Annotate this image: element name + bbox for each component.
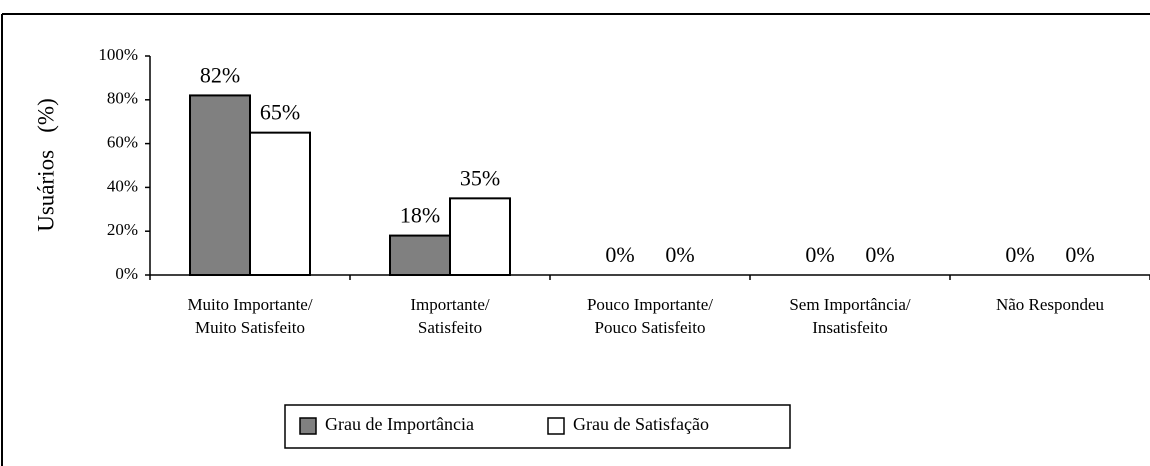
value-label: 65% <box>260 100 300 125</box>
legend-label: Grau de Importância <box>325 414 474 434</box>
bar <box>449 197 511 277</box>
legend-box <box>284 404 791 449</box>
y-tick-label: 60% <box>107 133 138 152</box>
value-label: 0% <box>805 242 834 267</box>
bar <box>249 131 311 276</box>
value-label: 18% <box>400 203 440 228</box>
y-tick-label: 40% <box>107 176 138 195</box>
x-tick-label: Não Respondeu <box>995 295 1105 314</box>
value-label: 0% <box>1065 242 1094 267</box>
x-tick-label: Importante/ Satisfeito <box>410 295 490 337</box>
legend-swatch <box>547 417 565 435</box>
value-label: 0% <box>665 242 694 267</box>
x-tick-label: Pouco Importante/ Pouco Satisfeito <box>586 295 714 337</box>
value-label: 0% <box>1005 242 1034 267</box>
bar <box>389 234 451 276</box>
legend-label: Grau de Satisfação <box>573 414 709 434</box>
x-tick-label: Sem Importância/ Insatisfeito <box>789 295 911 337</box>
y-axis-label: Usuários (%) <box>33 98 58 232</box>
legend-swatch <box>299 417 317 435</box>
x-tick-label: Muito Importante/ Muito Satisfeito <box>187 295 313 337</box>
value-label: 82% <box>200 62 240 87</box>
y-tick-label: 20% <box>107 220 138 239</box>
y-tick-label: 100% <box>98 45 138 64</box>
y-tick-label: 0% <box>115 264 138 283</box>
value-label: 0% <box>605 242 634 267</box>
value-label: 0% <box>865 242 894 267</box>
value-label: 35% <box>460 165 500 190</box>
y-tick-label: 80% <box>107 89 138 108</box>
bar <box>189 94 251 276</box>
